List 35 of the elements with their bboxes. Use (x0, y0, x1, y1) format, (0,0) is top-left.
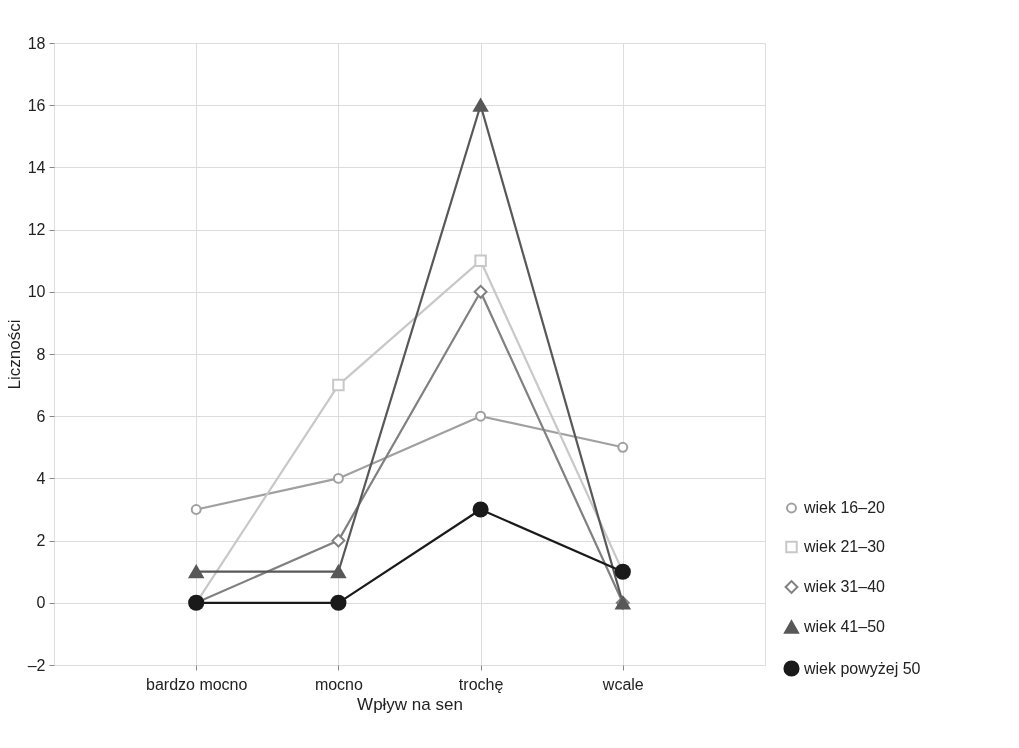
y-tick-label: 10 (27, 283, 46, 301)
point (475, 410, 487, 422)
y-tick-label: 16 (27, 96, 46, 114)
point (330, 594, 347, 611)
point (332, 472, 344, 484)
y-tick-label: 2 (36, 532, 46, 550)
point (473, 284, 488, 299)
point (474, 254, 487, 267)
x-tick-label: mocno (314, 675, 364, 693)
point (473, 98, 489, 112)
y-tick-label: 8 (36, 345, 46, 363)
x-tick-label: bardzo mocno (146, 675, 248, 693)
y-tick-label: –2 (27, 656, 46, 674)
x-tick-label: wcale (601, 675, 644, 693)
y-tick-label: 14 (27, 158, 46, 176)
x-axis-title: Wpływ na sen (357, 694, 463, 714)
y-tick-label: 12 (27, 221, 46, 239)
legend-label: wiek 31–40 (803, 578, 886, 595)
y-tick-label: 0 (36, 594, 46, 612)
x-tick-label: trochę (458, 675, 504, 693)
point (190, 504, 202, 515)
point (472, 501, 489, 518)
y-tick-label: 6 (36, 407, 46, 425)
legend-label: wiek 16–20 (803, 499, 886, 516)
legend-label: wiek powyżej 50 (803, 659, 921, 677)
legend-label: wiek 21–30 (803, 538, 886, 555)
point (332, 378, 345, 392)
point (331, 533, 346, 548)
y-axis-title: Liczności (4, 319, 24, 390)
point (188, 565, 204, 579)
legend-label: wiek 41–50 (803, 618, 886, 635)
y-tick-label: 4 (36, 469, 46, 487)
point (617, 441, 629, 453)
y-tick-label: 18 (27, 34, 46, 52)
point (330, 565, 346, 579)
